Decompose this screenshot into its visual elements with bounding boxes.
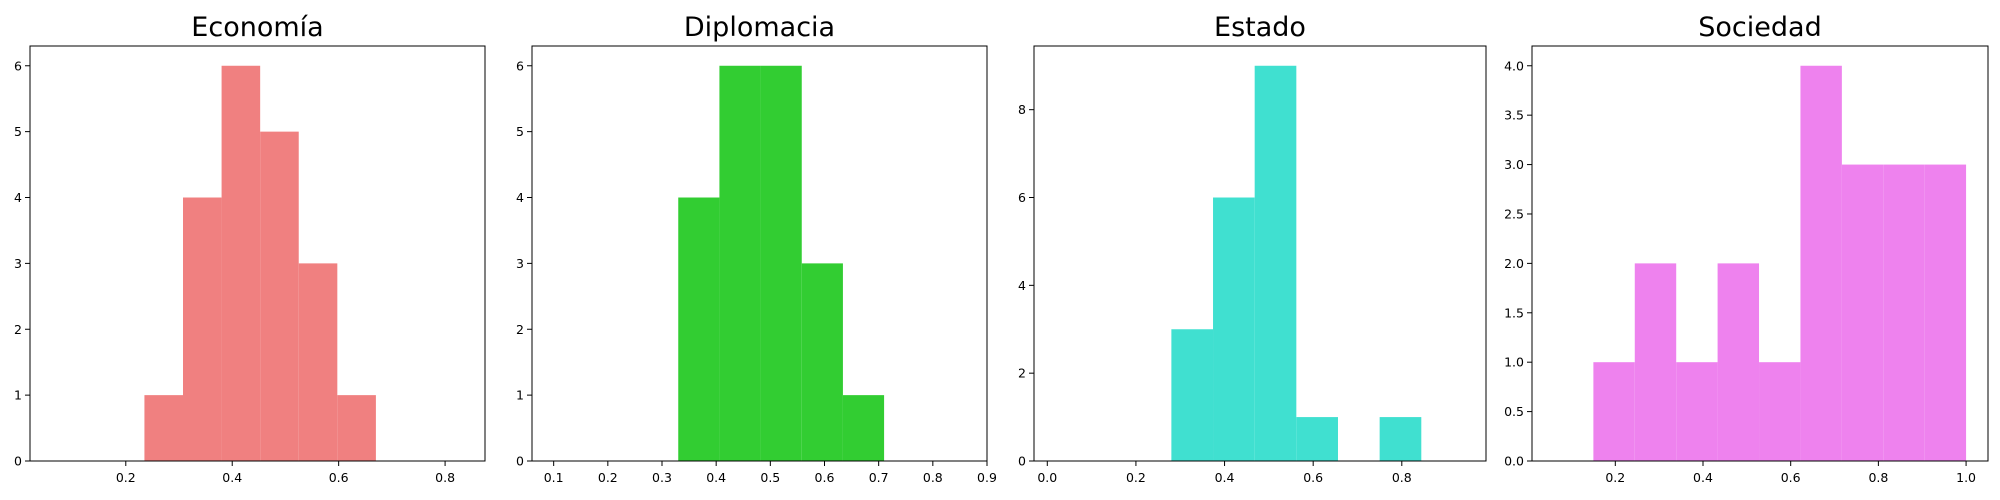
axes-frame [29, 45, 486, 462]
histogram-bar [298, 263, 338, 461]
x-tick-label: 0.0 [1037, 470, 1057, 485]
y-tick-label: 4 [14, 190, 22, 205]
histogram-bar [1171, 329, 1214, 461]
y-tick-label: 4 [516, 190, 524, 205]
y-tick-label: 4 [1018, 278, 1026, 293]
y-tick-label: 0 [1018, 454, 1026, 469]
y-tick-label: 0 [14, 454, 22, 469]
x-tick-label: 0.4 [222, 470, 242, 485]
axes-frame [531, 45, 988, 462]
x-tick-label: 0.8 [1392, 470, 1412, 485]
y-tick-label: 2 [1018, 366, 1026, 381]
y-tick-label: 0.5 [1504, 404, 1524, 419]
histogram-bar [1759, 362, 1801, 461]
x-tick-label: 0.8 [435, 470, 455, 485]
histogram-bar [1883, 164, 1925, 461]
y-tick-label: 3 [14, 256, 22, 271]
x-tick-label: 0.6 [1781, 470, 1801, 485]
x-tick-label: 0.6 [329, 470, 349, 485]
histogram-bar [144, 395, 183, 461]
chart-title: Sociedad [1698, 12, 1821, 43]
y-tick-label: 5 [14, 124, 22, 139]
y-tick-label: 1.0 [1504, 355, 1524, 370]
axes-frame [1531, 45, 1989, 462]
histogram-bar [1379, 417, 1422, 461]
histogram-bar [1676, 362, 1718, 461]
y-tick-label: 0.0 [1504, 454, 1524, 469]
y-tick-label: 6 [14, 58, 22, 73]
chart-title: Estado [1214, 12, 1306, 43]
histogram-bar [760, 65, 802, 461]
y-tick-label: 1.5 [1504, 305, 1524, 320]
histogram-bar [1254, 65, 1297, 461]
y-tick-label: 3 [516, 256, 524, 271]
x-tick-label: 0.8 [1868, 470, 1888, 485]
x-tick-label: 0.7 [869, 470, 889, 485]
x-tick-label: 0.4 [706, 470, 726, 485]
x-tick-label: 0.2 [1126, 470, 1146, 485]
x-tick-label: 0.9 [977, 470, 997, 485]
y-tick-label: 2 [14, 322, 22, 337]
histogram-bar [1296, 417, 1338, 461]
histogram-bar [1634, 263, 1677, 461]
histogram-bar [337, 395, 376, 461]
x-tick-label: 0.3 [652, 470, 672, 485]
x-tick-label: 0.5 [760, 470, 780, 485]
y-tick-label: 1 [516, 388, 524, 403]
histogram-bar [1841, 164, 1884, 461]
subplot-2: 0.1 0.2 0.3 0.4 0.5 0.6 0.7 0.8 0.9 0 1 2 3 4 5 6 Diplom… [516, 12, 997, 485]
histogram-bar [221, 65, 261, 461]
histogram-bar [1593, 362, 1635, 461]
histogram-bar [183, 197, 222, 461]
histogram-bar [801, 263, 843, 461]
y-tick-label: 8 [1018, 102, 1026, 117]
y-tick-label: 3.0 [1504, 157, 1524, 172]
subplot-4: 0.2 0.4 0.6 0.8 1.0 0.0 0.5 1.0 1.5 2.0 2.5 3.0 3.5 4… [1504, 12, 1989, 485]
histogram-bar [1800, 65, 1842, 461]
y-tick-label: 2.5 [1504, 206, 1524, 221]
y-tick-label: 5 [516, 124, 524, 139]
histogram-bar [1924, 164, 1967, 461]
x-tick-label: 0.4 [1693, 470, 1713, 485]
chart-title: Diplomacia [684, 12, 835, 43]
histogram-bar [260, 131, 299, 461]
x-tick-label: 0.2 [116, 470, 136, 485]
histogram-bar [842, 395, 885, 461]
subplot-1: 0.2 0.4 0.6 0.8 0 1 2 3 4 5 6 Economía [14, 12, 486, 485]
x-tick-label: 0.1 [544, 470, 564, 485]
axes-frame [1033, 45, 1487, 462]
histogram-bar [719, 65, 761, 461]
x-tick-label: 1.0 [1956, 470, 1976, 485]
x-tick-label: 0.4 [1215, 470, 1235, 485]
histogram-bar [678, 197, 720, 461]
y-tick-label: 3.5 [1504, 108, 1524, 123]
y-tick-label: 6 [1018, 190, 1026, 205]
subplot-3: 0.0 0.2 0.4 0.6 0.8 0 2 4 6 8 Estado [1018, 12, 1487, 485]
x-tick-label: 0.8 [923, 470, 943, 485]
y-tick-label: 2.0 [1504, 256, 1524, 271]
histogram-bar [1213, 197, 1255, 461]
y-tick-label: 1 [14, 388, 22, 403]
y-tick-label: 0 [516, 454, 524, 469]
y-tick-label: 6 [516, 58, 524, 73]
y-tick-label: 4.0 [1504, 58, 1524, 73]
x-tick-label: 0.2 [598, 470, 618, 485]
y-tick-label: 2 [516, 322, 524, 337]
x-tick-label: 0.6 [1303, 470, 1323, 485]
x-tick-label: 0.2 [1605, 470, 1625, 485]
chart-title: Economía [191, 12, 323, 43]
histogram-bar [1717, 263, 1760, 461]
x-tick-label: 0.6 [815, 470, 835, 485]
